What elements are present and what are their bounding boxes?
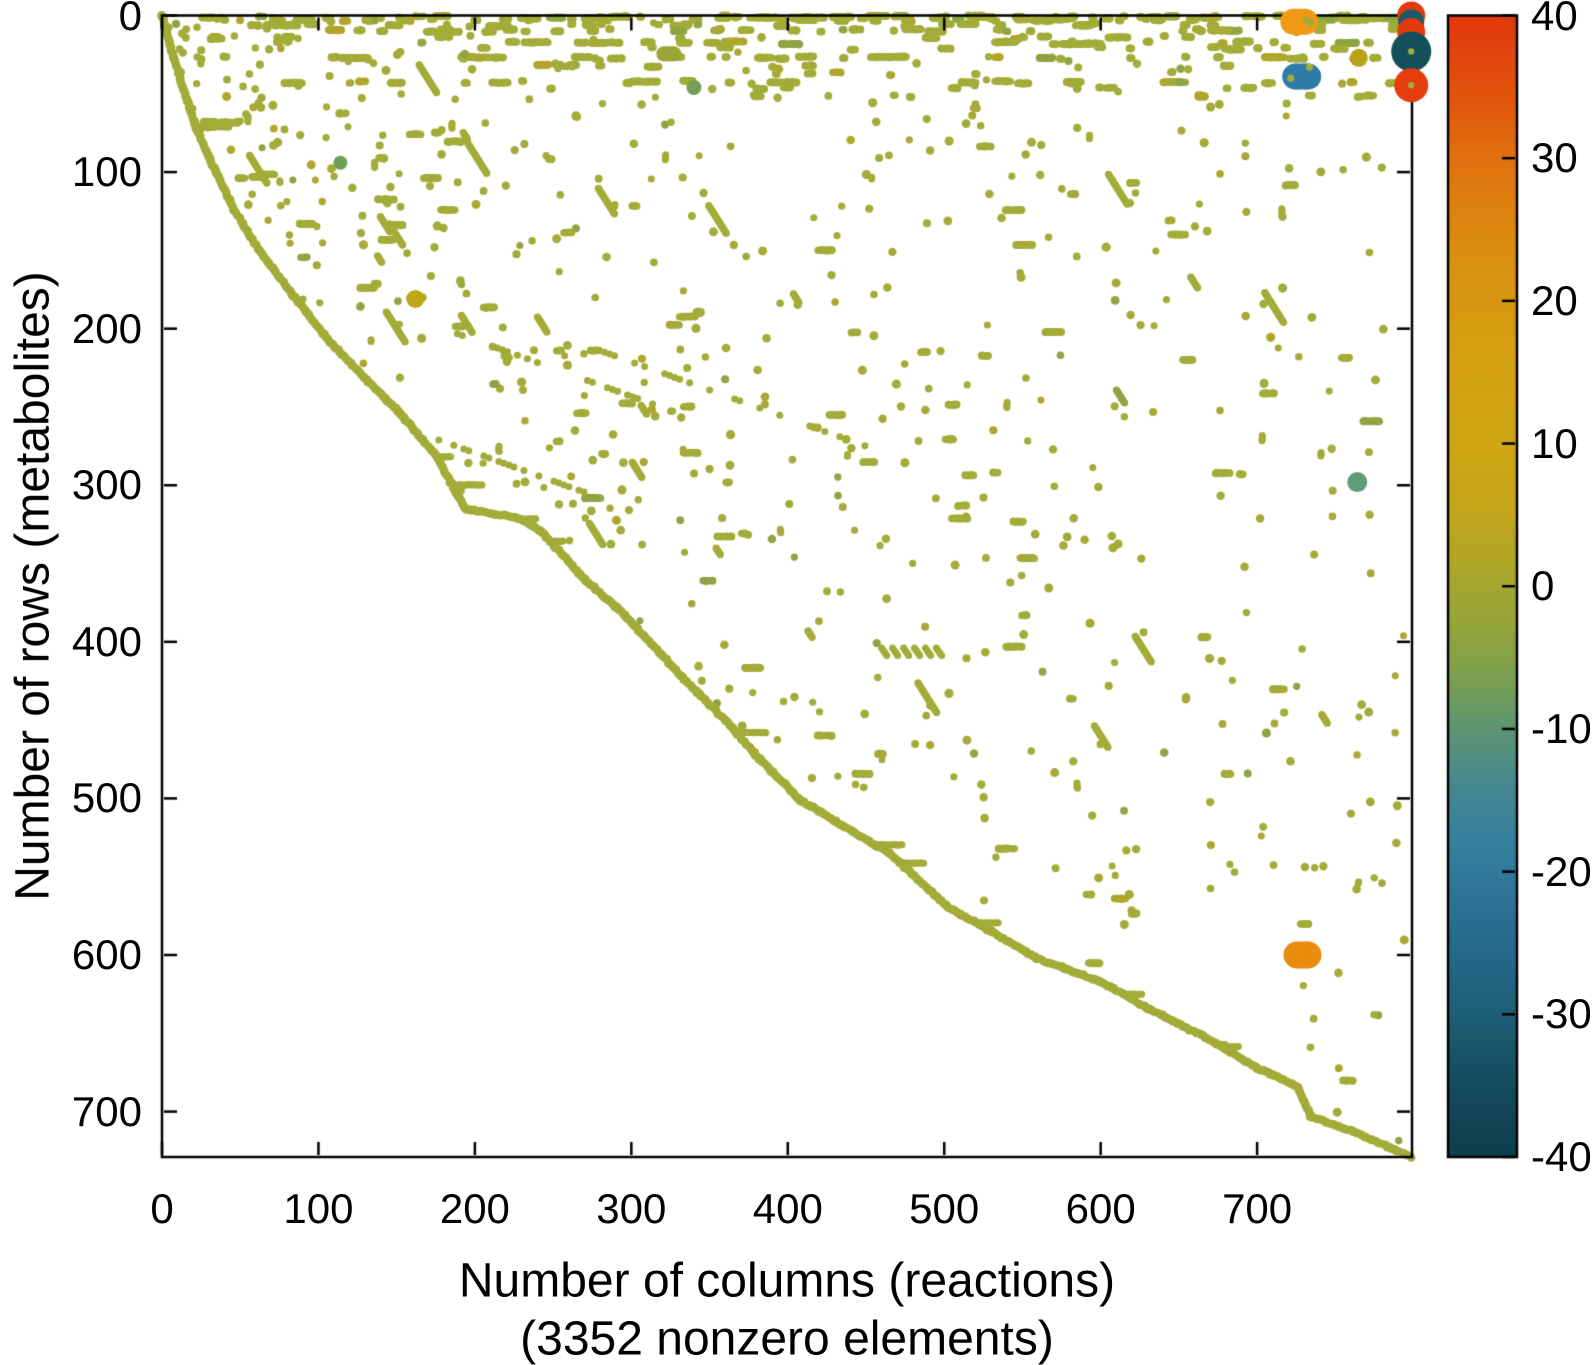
colorbar-tick-label--20: -20 [1531,847,1592,895]
y-tick-label-0: 0 [118,0,142,39]
x-tick-label-0: 0 [150,1185,174,1232]
y-tick-label-600: 600 [71,931,142,978]
colorbar-tick-label-20: 20 [1531,276,1578,324]
x-axis-label: Number of columns (reactions) [458,1254,1116,1308]
y-tick-label-400: 400 [71,617,142,665]
colorbar-tick-label--10: -10 [1531,704,1592,752]
colorbar-tick-label-30: 30 [1531,134,1578,182]
y-tick-label-500: 500 [71,774,142,822]
x-tick-label-400: 400 [752,1185,823,1232]
y-tick-label-700: 700 [71,1087,142,1135]
y-tick-label-100: 100 [71,148,142,196]
colorbar-tick-label--30: -30 [1531,990,1592,1038]
colorbar-tick-label-10: 10 [1531,419,1578,467]
x-tick-label-500: 500 [909,1185,980,1232]
colorbar-tick-label--40: -40 [1531,1133,1592,1180]
x-tick-label-700: 700 [1222,1185,1293,1232]
x-tick-label-100: 100 [283,1185,354,1232]
x-axis-sublabel: (3352 nonzero elements) [520,1312,1054,1365]
x-tick-label-300: 300 [596,1185,667,1232]
x-tick-label-600: 600 [1065,1185,1136,1232]
y-tick-label-300: 300 [71,461,142,509]
colorbar-tick-label-0: 0 [1531,562,1555,610]
y-tick-label-200: 200 [71,304,142,352]
colorbar-tick-label-40: 40 [1531,0,1578,39]
x-tick-label-200: 200 [439,1185,510,1232]
